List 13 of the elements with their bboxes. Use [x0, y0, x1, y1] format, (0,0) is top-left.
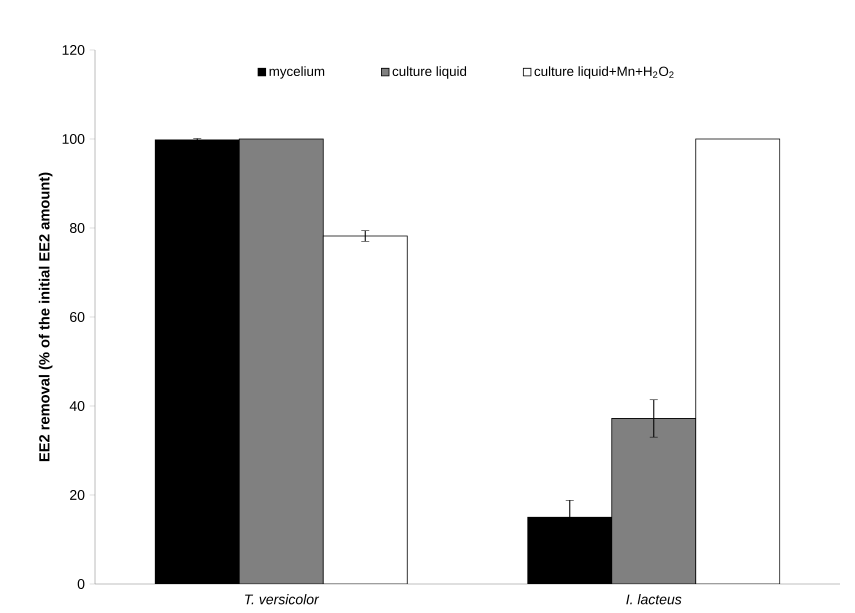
- y-tick-label: 80: [70, 223, 84, 233]
- y-tick-label: 100: [62, 134, 84, 144]
- y-axis-title: EE2 removal (% of the initial EE2 amount): [38, 172, 52, 462]
- y-tick-label: 120: [62, 45, 84, 55]
- y-tick-label: 20: [70, 490, 84, 500]
- x-tick-label: I. lacteus: [626, 594, 682, 604]
- y-tick-label: 0: [78, 579, 84, 589]
- x-tick-label: T. versicolor: [245, 594, 320, 604]
- legend-label: culture liquid+Mn+H$_{2}$O$_{2}$: [534, 66, 674, 79]
- y-tick-label: 60: [70, 312, 84, 322]
- legend-label: culture liquid: [392, 66, 466, 79]
- y-tick-label: 40: [70, 401, 84, 411]
- legend-label: mycelium: [270, 66, 324, 79]
